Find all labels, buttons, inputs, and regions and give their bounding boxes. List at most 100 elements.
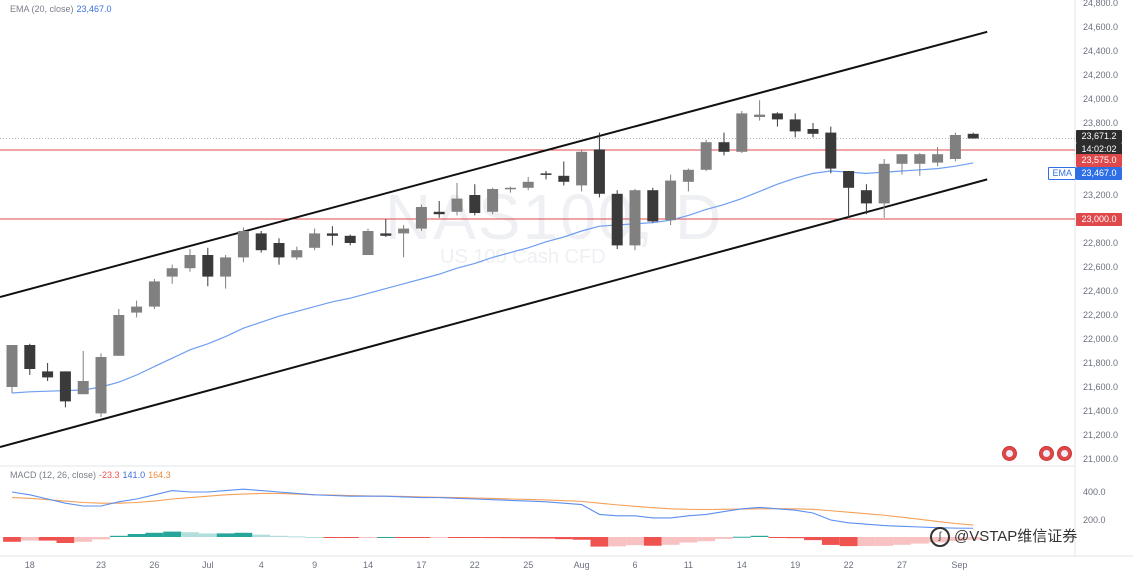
price-tick-label: 24,000.0 xyxy=(1083,94,1118,104)
macd-histogram-bar xyxy=(252,534,271,537)
candle-body xyxy=(398,228,410,234)
macd-histogram-bar xyxy=(697,537,716,542)
time-tick-label: 19 xyxy=(790,560,800,570)
candle-body xyxy=(949,135,961,159)
price-tick-label: 22,400.0 xyxy=(1083,286,1118,296)
candle-body xyxy=(593,149,605,194)
macd-histogram-bar xyxy=(3,537,21,542)
us-flag-event-icon[interactable] xyxy=(1039,446,1054,461)
macd-line-value: 141.0 xyxy=(122,470,146,480)
macd-histogram-bar xyxy=(643,537,662,546)
macd-histogram-bar xyxy=(74,537,93,542)
countdown-label: 14:02:02 xyxy=(1076,143,1122,156)
macd-tick-label: 400.0 xyxy=(1083,487,1106,497)
candle-body xyxy=(576,151,588,186)
macd-histogram-bar xyxy=(875,537,894,546)
macd-histogram-bar xyxy=(448,537,466,538)
candle-body xyxy=(433,211,445,215)
macd-histogram-bar xyxy=(430,537,449,538)
ema-line xyxy=(11,162,974,394)
macd-histogram-bar xyxy=(109,535,128,537)
broker-watermark-text: @VSTAP维信证券 xyxy=(954,528,1078,545)
time-tick-label: 18 xyxy=(25,560,35,570)
channel-upper-line xyxy=(0,30,988,298)
macd-histogram-bar xyxy=(216,533,235,537)
price-tick-label: 24,800.0 xyxy=(1083,0,1118,8)
price-tick-label: 21,600.0 xyxy=(1083,382,1118,392)
macd-histogram-bar xyxy=(786,537,805,539)
macd-histogram-bar xyxy=(590,537,609,547)
time-tick-label: 25 xyxy=(523,560,533,570)
candle-body xyxy=(843,171,855,188)
channel-lower-line xyxy=(0,178,988,448)
macd-histogram-bar xyxy=(679,537,698,543)
price-tick-label: 22,200.0 xyxy=(1083,310,1118,320)
macd-histogram-bar xyxy=(946,537,965,541)
candle-body xyxy=(789,119,801,132)
macd-histogram-bar xyxy=(715,537,733,539)
ema-price-label: 23,467.0 xyxy=(1076,167,1122,180)
us-flag-event-icon[interactable] xyxy=(1002,446,1017,461)
ema-legend: EMA (20, close) 23,467.0 xyxy=(10,4,112,14)
candle-body xyxy=(6,345,18,387)
time-tick-label: 6 xyxy=(632,560,637,570)
time-tick-label: 9 xyxy=(312,560,317,570)
macd-histogram-bar xyxy=(56,537,75,543)
ema-tag: EMA xyxy=(1048,167,1076,180)
macd-histogram-bar xyxy=(92,537,110,540)
macd-histogram-bar xyxy=(910,537,929,544)
macd-histogram-bar xyxy=(572,537,591,540)
candle-body xyxy=(736,113,748,152)
macd-histogram-bar xyxy=(341,537,360,538)
time-tick-label: 27 xyxy=(897,560,907,570)
macd-histogram-bar xyxy=(537,537,555,539)
candle-body xyxy=(309,233,321,248)
candle-body xyxy=(148,281,160,307)
time-tick-label: 4 xyxy=(259,560,264,570)
candle-body xyxy=(860,190,872,204)
time-tick-label: 22 xyxy=(844,560,854,570)
macd-histogram-bar xyxy=(857,537,876,546)
macd-histogram-bar xyxy=(519,537,538,539)
candle-body xyxy=(451,198,463,212)
macd-histogram-bar xyxy=(893,537,911,545)
macd-histogram-bar xyxy=(821,537,840,545)
support-price-label: 23,000.0 xyxy=(1076,213,1122,226)
macd-line xyxy=(11,488,974,529)
candle-body xyxy=(95,357,107,414)
time-tick-label: 11 xyxy=(684,560,693,570)
broker-logo-icon: ʃ xyxy=(930,527,950,548)
candle-body xyxy=(754,114,766,117)
candle-body xyxy=(344,235,356,243)
macd-histogram-bar xyxy=(145,532,164,537)
candle-body xyxy=(469,195,481,213)
candle-body xyxy=(540,173,552,175)
macd-histogram-bar xyxy=(661,537,680,545)
time-tick-label: 23 xyxy=(96,560,106,570)
macd-histogram-bar xyxy=(483,537,502,539)
ema-legend-label: EMA (20, close) xyxy=(10,4,74,14)
candle-body xyxy=(220,257,232,277)
macd-histogram-bar xyxy=(750,535,769,537)
macd-histogram-bar xyxy=(376,537,395,538)
last-price-label: 23,671.2 xyxy=(1076,130,1122,143)
candle-body xyxy=(682,169,694,182)
macd-histogram-bar xyxy=(626,537,644,546)
candle-body xyxy=(771,113,783,120)
candle-body xyxy=(718,142,730,152)
macd-signal-value: 164.3 xyxy=(148,470,171,480)
price-tick-label: 24,200.0 xyxy=(1083,70,1118,80)
price-tick-label: 24,600.0 xyxy=(1083,22,1118,32)
macd-histogram-bar xyxy=(163,531,182,537)
candle-body xyxy=(77,381,89,395)
candle-body xyxy=(380,233,392,236)
price-tick-label: 21,200.0 xyxy=(1083,430,1118,440)
resistance-price-label: 23,575.0 xyxy=(1076,154,1122,167)
time-tick-label: 14 xyxy=(363,560,373,570)
us-flag-event-icon[interactable] xyxy=(1057,446,1072,461)
candle-body xyxy=(487,189,499,212)
price-tick-label: 23,200.0 xyxy=(1083,190,1118,200)
time-tick-label: Sep xyxy=(951,560,967,570)
candle-body xyxy=(184,255,196,269)
